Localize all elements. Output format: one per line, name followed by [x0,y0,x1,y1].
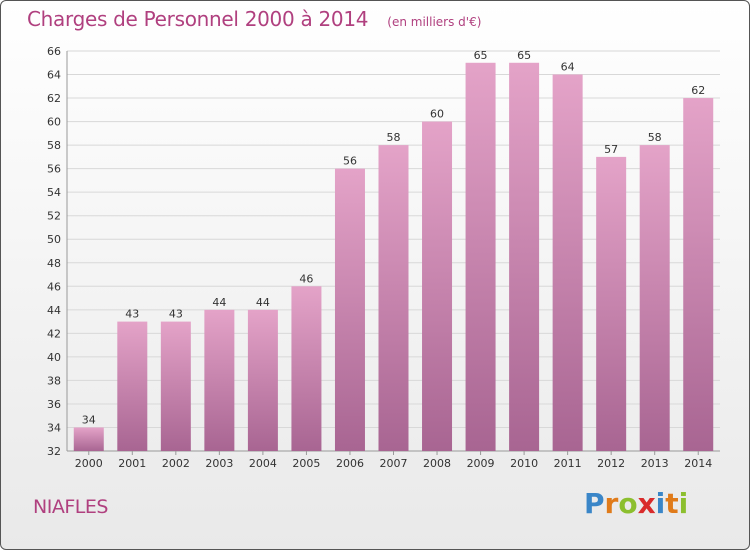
bar [422,121,453,452]
bar [552,74,583,451]
bar [509,62,540,451]
logo-letter: P [584,487,605,520]
bar [334,168,365,451]
y-tick-label: 48 [47,257,61,270]
data-label: 58 [648,131,662,144]
chart-unit: (en milliers d'€) [387,15,482,29]
logo-letter: o [618,487,638,520]
data-label: 57 [604,143,618,156]
y-tick-label: 62 [47,92,61,105]
data-label: 58 [387,131,401,144]
data-label: 43 [169,308,183,321]
x-tick-label: 2007 [380,457,408,470]
y-tick-label: 36 [47,398,61,411]
bar [465,62,496,451]
chart-title: Charges de Personnel 2000 à 2014 [27,7,369,31]
x-tick-label: 2014 [684,457,712,470]
data-label: 65 [474,49,488,62]
data-label: 44 [212,296,226,309]
y-tick-label: 32 [47,445,61,458]
y-tick-label: 34 [47,421,61,434]
data-label: 43 [125,308,139,321]
x-tick-label: 2006 [336,457,364,470]
logo-letter: i [678,487,689,520]
y-tick-label: 50 [47,233,61,246]
proxiti-logo: Proxiti [584,487,688,520]
bar [291,286,322,451]
data-label: 56 [343,155,357,168]
title-row: Charges de Personnel 2000 à 2014 (en mil… [27,7,481,31]
x-tick-label: 2001 [118,457,146,470]
data-label: 46 [299,272,313,285]
data-label: 60 [430,108,444,121]
y-tick-label: 40 [47,351,61,364]
bar [204,309,235,451]
bar [378,145,409,451]
x-tick-label: 2005 [292,457,320,470]
y-tick-label: 54 [47,186,61,199]
logo-letter: x [637,487,656,520]
logo-letter: t [665,487,679,520]
x-tick-label: 2000 [75,457,103,470]
x-tick-label: 2010 [510,457,538,470]
x-tick-label: 2011 [554,457,582,470]
bar [596,156,627,451]
x-tick-label: 2013 [641,457,669,470]
bar [73,427,104,451]
commune-name: NIAFLES [33,496,108,518]
logo-letter: r [604,487,619,520]
x-tick-label: 2008 [423,457,451,470]
y-tick-label: 52 [47,210,61,223]
x-tick-label: 2002 [162,457,190,470]
y-tick-label: 58 [47,139,61,152]
bar [639,145,670,451]
y-tick-label: 44 [47,304,61,317]
y-tick-label: 56 [47,163,61,176]
x-tick-label: 2009 [467,457,495,470]
data-label: 64 [561,61,575,74]
y-tick-label: 46 [47,280,61,293]
bar [247,309,278,451]
y-tick-label: 64 [47,69,61,82]
data-label: 62 [691,84,705,97]
logo-letter: i [655,487,666,520]
data-label: 65 [517,49,531,62]
bar [117,321,148,451]
data-label: 44 [256,296,270,309]
x-tick-label: 2004 [249,457,277,470]
data-label: 34 [82,413,96,426]
y-tick-label: 66 [47,45,61,58]
y-tick-label: 38 [47,374,61,387]
bar [160,321,191,451]
y-tick-label: 60 [47,116,61,129]
x-tick-label: 2012 [597,457,625,470]
y-tick-label: 42 [47,327,61,340]
bar [683,98,714,451]
x-tick-label: 2003 [205,457,233,470]
